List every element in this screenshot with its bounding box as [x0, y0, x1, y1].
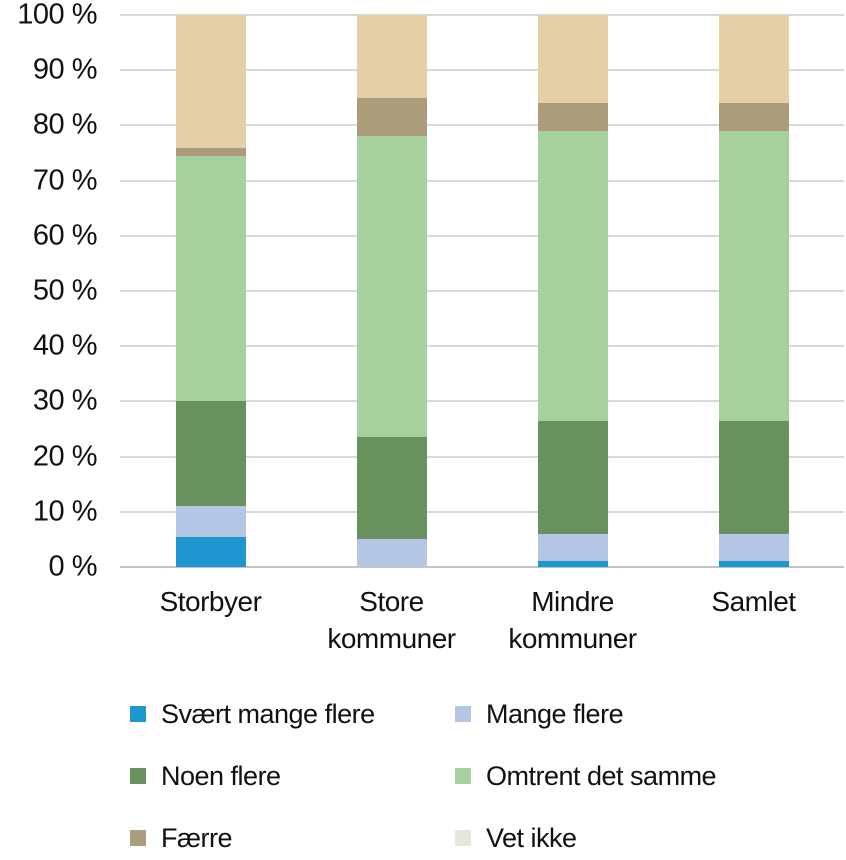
y-tick-label: 20 %	[32, 440, 98, 473]
legend-swatch-f-rre	[130, 830, 146, 846]
y-tick-label: 50 %	[32, 274, 98, 307]
gridline	[120, 179, 844, 182]
bar-segment-vet-ikke	[718, 15, 789, 104]
gridline	[120, 510, 844, 513]
legend-swatch-omtrent-det-samme	[455, 768, 471, 784]
bar-band-store-kommuner	[301, 15, 482, 567]
category-label-storbyer: Storbyer	[159, 586, 262, 617]
gridline	[120, 290, 844, 292]
gridline	[120, 234, 844, 237]
bar-segment-mange-flere	[718, 533, 789, 562]
bar-segment-f-rre	[537, 103, 608, 131]
legend-swatch-mange-flere	[455, 706, 471, 722]
category-label-samlet: Samlet	[711, 586, 796, 617]
bar-mindre-kommuner	[537, 15, 608, 567]
bar-segment-mange-flere	[537, 533, 608, 562]
bars-row	[120, 15, 844, 567]
gridline	[120, 69, 844, 72]
legend-swatch-vet-ikke	[455, 830, 471, 846]
bar-segment-vet-ikke	[175, 15, 246, 148]
y-tick-label: 0 %	[48, 550, 98, 583]
category-label-mindre-kommuner: Mindre kommuner	[508, 586, 637, 654]
legend-item-noen-flere: Noen flere	[130, 760, 455, 792]
y-tick-label: 60 %	[32, 219, 98, 252]
legend-item-f-rre: Færre	[130, 822, 455, 854]
legend-label: Vet ikke	[486, 822, 577, 853]
bar-band-samlet	[663, 15, 844, 567]
legend-item-vet-ikke: Vet ikke	[455, 822, 716, 854]
legend-label: Mange flere	[486, 698, 624, 729]
gridline	[120, 400, 844, 403]
bar-segment-vet-ikke	[356, 15, 427, 98]
legend-swatch-noen-flere	[130, 768, 146, 784]
bar-band-storbyer	[120, 15, 301, 567]
bar-segment-sv-rt-mange-flere	[718, 561, 789, 567]
legend-label: Noen flere	[161, 760, 281, 791]
bar-segment-noen-flere	[356, 437, 427, 540]
legend-item-omtrent-det-samme: Omtrent det samme	[455, 760, 717, 792]
legend-label: Færre	[161, 822, 233, 853]
bar-segment-sv-rt-mange-flere	[537, 561, 608, 567]
bar-segment-f-rre	[175, 147, 246, 156]
y-tick-label: 90 %	[32, 53, 98, 86]
gridline	[120, 14, 844, 16]
plot-area	[120, 14, 844, 568]
bar-segment-omtrent-det-samme	[537, 130, 608, 421]
legend: Svært mange flere Mange flere Noen flere Om…	[130, 698, 717, 854]
y-tick-label: 30 %	[32, 384, 98, 417]
gridline	[120, 455, 844, 458]
y-tick-label: 80 %	[32, 108, 98, 141]
legend-item-mange-flere: Mange flere	[455, 698, 716, 730]
bar-segment-noen-flere	[175, 401, 246, 507]
bar-store-kommuner	[356, 15, 427, 567]
y-tick-label: 70 %	[32, 164, 98, 197]
bar-segment-noen-flere	[718, 420, 789, 534]
legend-label: Svært mange flere	[161, 698, 375, 729]
bar-samlet	[718, 15, 789, 567]
gridline	[120, 345, 844, 348]
y-tick-label: 100 %	[17, 0, 97, 31]
gridline	[120, 124, 844, 127]
y-tick-label: 10 %	[32, 495, 98, 528]
x-axis: Storbyer Store kommuner Mindre kommuner Sam…	[120, 583, 844, 657]
bar-segment-omtrent-det-samme	[175, 155, 246, 402]
legend-item-sv-rt-mange-flere: Svært mange flere	[130, 698, 455, 730]
category-label-store-kommuner: Store kommuner	[327, 586, 456, 654]
bar-segment-noen-flere	[537, 420, 608, 534]
bar-segment-mange-flere	[175, 506, 246, 537]
y-tick-label: 40 %	[32, 329, 98, 362]
bar-storbyer	[175, 15, 246, 567]
bar-segment-omtrent-det-samme	[356, 136, 427, 438]
bar-segment-mange-flere	[356, 539, 427, 567]
bar-segment-vet-ikke	[537, 15, 608, 104]
bar-segment-sv-rt-mange-flere	[175, 536, 246, 567]
y-axis: 100 % 90 % 80 % 70 % 60 % 50 % 40 % 30 % 20 % 10 …	[0, 0, 98, 583]
legend-swatch-sv-rt-mange-flere	[130, 706, 146, 722]
axis-line	[120, 566, 844, 568]
bar-segment-f-rre	[718, 103, 789, 131]
bars-layer	[120, 15, 844, 567]
bar-segment-f-rre	[356, 97, 427, 137]
bar-band-mindre-kommuner	[482, 15, 663, 567]
legend-label: Omtrent det samme	[486, 760, 717, 791]
bar-segment-omtrent-det-samme	[718, 130, 789, 421]
